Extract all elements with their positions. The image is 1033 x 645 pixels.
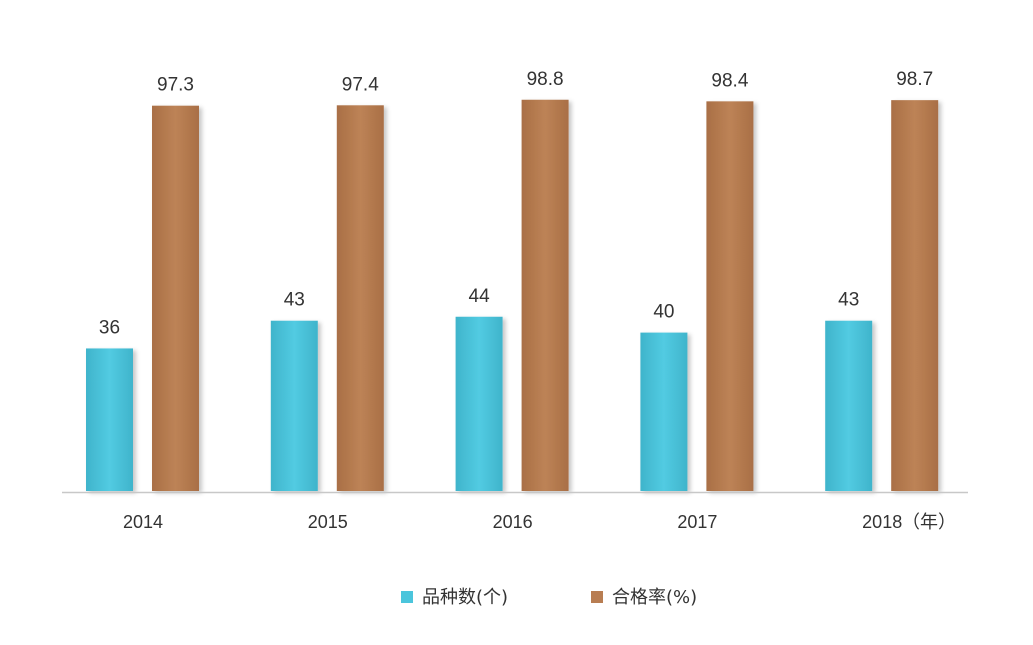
bar-rate-2017 [706, 101, 754, 491]
x-tick-label-2018: 2018 [862, 512, 902, 532]
legend-label-count: 品种数(个) [422, 587, 508, 608]
bar-rate-2014 [152, 105, 199, 491]
data-label-count-2014: 36 [99, 317, 120, 338]
data-label-count-2015: 43 [284, 290, 305, 311]
data-label-count-2017: 40 [653, 302, 674, 323]
bar-count-2014 [86, 348, 133, 491]
legend: 品种数(个) 合格率(%) [401, 587, 697, 608]
x-tick-label-2017: 2017 [677, 512, 717, 532]
bar-rate-2016 [521, 99, 569, 491]
bar-rate-2015 [336, 105, 384, 492]
bar-rate-2018 [891, 100, 939, 491]
data-label-rate-2018: 98.7 [896, 69, 933, 90]
bar-count-2018 [825, 320, 873, 491]
legend-swatch-count [401, 591, 413, 603]
bar-count-2015 [270, 320, 318, 491]
data-label-rate-2017: 98.4 [711, 70, 748, 91]
legend-label-rate: 合格率(%) [612, 587, 697, 608]
bar-count-2016 [455, 316, 503, 491]
legend-swatch-rate [591, 591, 603, 603]
data-label-count-2016: 44 [469, 286, 491, 307]
x-tick-label-2016: 2016 [493, 512, 533, 532]
x-tick-label-2015: 2015 [308, 512, 348, 532]
x-axis-unit-label: （年） [902, 512, 956, 533]
data-label-rate-2015: 97.4 [342, 74, 379, 95]
x-tick-label-2014: 2014 [123, 512, 163, 532]
bars-layer [86, 99, 939, 492]
data-label-rate-2014: 97.3 [157, 75, 194, 96]
labels-layer: 36 97.3 2014 43 97.4 2015 44 98.8 2016 40 98.4 2017… [99, 69, 933, 532]
data-label-rate-2016: 98.8 [527, 69, 564, 90]
bar-count-2017 [640, 332, 688, 491]
data-label-count-2018: 43 [838, 290, 859, 311]
